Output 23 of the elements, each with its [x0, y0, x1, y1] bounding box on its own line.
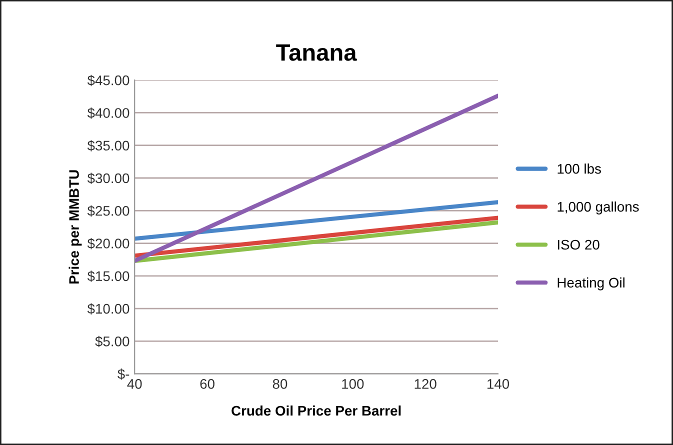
y-tick-label: $30.00: [87, 172, 130, 184]
chart-title: Tanana: [276, 44, 357, 61]
y-tick-label: $35.00: [87, 140, 130, 152]
x-tick-label: 100: [342, 379, 364, 389]
legend-label: 100 lbs: [558, 164, 601, 174]
legend-label: ISO 20: [558, 240, 600, 250]
y-axis-title: Price per MMBTU: [68, 170, 82, 284]
x-tick-label: 120: [414, 379, 436, 389]
y-tick-label: $25.00: [87, 205, 130, 217]
y-tick-label: $20.00: [87, 238, 130, 250]
x-tick-label: 140: [487, 379, 510, 389]
y-tick-label: $5.00: [95, 336, 130, 348]
x-tick-label: 60: [200, 379, 214, 389]
x-tick-label: 40: [127, 379, 142, 389]
y-tick-label: $45.00: [87, 74, 130, 86]
x-tick-label: 80: [272, 379, 288, 389]
x-axis-title: Crude Oil Price Per Barrel: [232, 405, 401, 416]
legend-label: Heating Oil: [558, 277, 624, 290]
y-tick-label: $10.00: [87, 303, 130, 315]
y-tick-label: $-: [118, 368, 130, 380]
y-tick-label: $15.00: [87, 270, 130, 282]
legend-label: 1,000 gallons: [558, 202, 639, 214]
y-tick-label: $40.00: [87, 107, 130, 119]
